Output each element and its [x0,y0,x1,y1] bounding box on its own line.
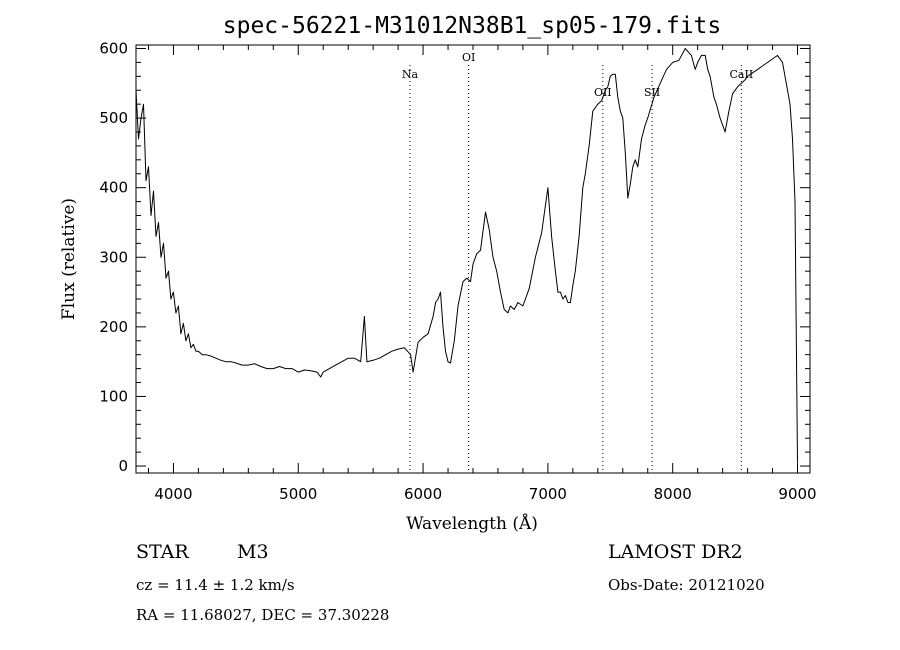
annotation-lines: Na OI OII SII CaII [402,51,753,473]
chart-title: spec-56221-M31012N38B1_sp05-179.fits [223,13,722,39]
y-tick-label: 600 [99,39,128,57]
x-tick-label: 6000 [404,485,442,503]
annotation-label-sii: SII [644,86,660,99]
object-subclass: M3 [237,541,269,563]
x-tick-label: 7000 [529,485,567,503]
y-tick-label: 300 [99,248,128,266]
y-axis-label: Flux (relative) [59,198,79,320]
plot-frame [135,44,811,474]
y-tick-label: 100 [99,387,128,405]
info-panel: STAR M3 cz = 11.4 ± 1.2 km/s RA = 11.680… [136,541,765,624]
observation-date: Obs-Date: 20121020 [608,576,765,594]
x-tick-label: 5000 [279,485,317,503]
y-tick-label: 200 [99,318,128,336]
ra-dec: RA = 11.68027, DEC = 37.30228 [136,606,389,624]
object-class: STAR [136,541,189,563]
x-tick-label: 9000 [778,485,816,503]
x-axis-label: Wavelength (Å) [406,513,538,534]
x-axis-ticks: 4000 5000 6000 7000 8000 9000 [147,45,817,503]
annotation-label-oi: OI [462,51,475,64]
x-tick-label: 8000 [654,485,692,503]
x-tick-label: 4000 [154,485,192,503]
annotation-label-na: Na [402,68,419,81]
y-axis-ticks: 0 100 200 300 400 500 600 [99,39,810,475]
survey-name: LAMOST DR2 [608,541,743,563]
redshift-cz: cz = 11.4 ± 1.2 km/s [136,576,295,594]
y-tick-label: 400 [99,179,128,197]
annotation-label-oii: OII [594,86,612,99]
y-tick-label: 0 [118,457,128,475]
spectrum-series-line [135,48,798,463]
annotation-label-caii: CaII [730,68,754,81]
y-tick-label: 500 [99,109,128,127]
